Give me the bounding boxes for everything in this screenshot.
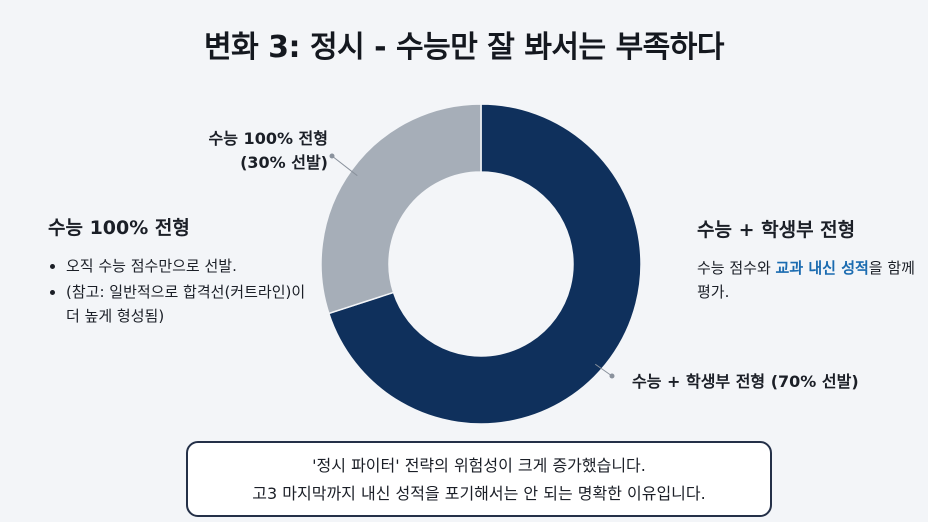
callout-box: '정시 파이터' 전략의 위험성이 크게 증가했습니다. 고3 마지막까지 내신… <box>186 441 772 517</box>
callout-line-2: 고3 마지막까지 내신 성적을 포기해서는 안 되는 명확한 이유입니다. <box>252 484 706 503</box>
slice-label-csat-only-line2: (30% 선발) <box>240 153 328 172</box>
bullet-item: 오직 수능 점수만으로 선발. <box>66 254 308 278</box>
csat-only-bullets: 오직 수능 점수만으로 선발. (참고: 일반적으로 합격선(커트라인)이 더 … <box>48 254 308 328</box>
page-title: 변화 3: 정시 - 수능만 잘 봐서는 부족하다 <box>204 30 724 65</box>
csat-plus-record-heading: 수능 + 학생부 전형 <box>697 219 856 241</box>
csat-only-heading: 수능 100% 전형 <box>48 217 190 239</box>
leader-csat-only-dot <box>329 153 335 159</box>
bullet-item: (참고: 일반적으로 합격선(커트라인)이 더 높게 형성됨) <box>66 280 308 328</box>
leader-csat-plus-record-dot <box>609 373 615 379</box>
leader-csat-only-line <box>331 155 358 177</box>
desc-text: 을 함께 평가. <box>697 259 915 301</box>
slice-label-csat-plus-record-line1: 수능 + 학생부 전형 (70% 선발) <box>632 372 859 391</box>
callout-line-1: '정시 파이터' 전략의 위험성이 크게 증가했습니다. <box>312 456 646 475</box>
slice-csat-only <box>320 103 482 315</box>
desc-text: 수능 점수와 <box>697 259 776 277</box>
csat-plus-record-description: 수능 점수와 교과 내신 성적을 함께 평가. <box>697 256 922 304</box>
leader-csat-plus-record-line <box>594 363 613 377</box>
csat-only-panel: 수능 100% 전형 오직 수능 점수만으로 선발. (참고: 일반적으로 합격… <box>48 213 308 330</box>
csat-plus-record-panel: 수능 + 학생부 전형 수능 점수와 교과 내신 성적을 함께 평가. <box>697 215 922 304</box>
slice-label-csat-plus-record: 수능 + 학생부 전형 (70% 선발) <box>632 370 859 394</box>
slice-label-csat-only: 수능 100% 전형 (30% 선발) <box>209 127 328 175</box>
slice-csat-plus-record <box>327 103 642 425</box>
desc-highlight: 교과 내신 성적 <box>775 259 869 277</box>
slice-label-csat-only-line1: 수능 100% 전형 <box>208 129 328 148</box>
